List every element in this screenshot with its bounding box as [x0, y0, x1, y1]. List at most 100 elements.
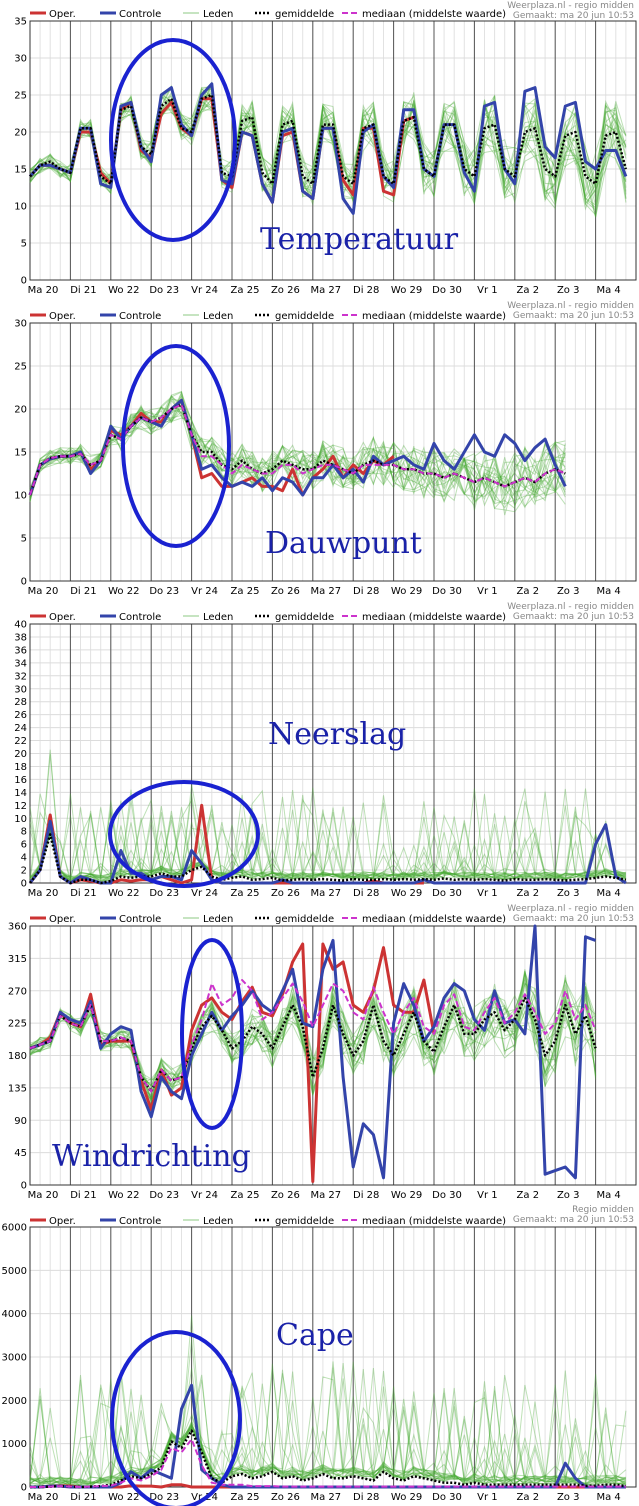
x-tick-label: Vr 24 [191, 888, 218, 899]
ensemble-member-line [29, 788, 626, 881]
x-tick-label: Ma 20 [28, 1492, 59, 1503]
y-tick-label: 38 [14, 632, 27, 643]
x-tick-label: Do 23 [149, 586, 179, 597]
x-tick-label: Do 23 [149, 1190, 179, 1201]
x-tick-label: Ma 27 [310, 1492, 341, 1503]
ensemble-member-line [29, 399, 566, 507]
y-tick-label: 20 [14, 128, 27, 139]
legend-cape: Oper. Controle Leden gemiddelde mediaan … [30, 1216, 506, 1227]
ensemble-member-line [29, 979, 597, 1102]
x-tick-label: Ma 27 [310, 586, 341, 597]
y-tick-label: 45 [14, 1148, 27, 1159]
x-tick-label: Vr 1 [477, 285, 498, 296]
x-tick-label: Do 30 [432, 888, 462, 899]
y-tick-label: 0 [21, 276, 27, 287]
y-tick-label: 4000 [2, 1309, 27, 1320]
x-tick-label: Ma 4 [596, 1190, 620, 1201]
y-tick-label: 135 [8, 1083, 27, 1094]
y-tick-label: 26 [14, 710, 27, 721]
x-tick-label: Zo 3 [557, 586, 580, 597]
ensemble-member-line [29, 970, 597, 1089]
ensemble-member-line [29, 1386, 627, 1487]
x-tick-label: Vr 24 [191, 586, 218, 597]
legend-temperatuur: Oper. Controle Leden gemiddelde mediaan … [30, 9, 506, 20]
ensemble-member-line [29, 807, 626, 883]
x-tick-label: Zo 3 [557, 1190, 580, 1201]
legend-windrichting: Oper. Controle Leden gemiddelde mediaan … [30, 914, 506, 925]
plot-frame [29, 20, 637, 281]
highlight-circle [108, 780, 260, 888]
chart-title-cape: Cape [276, 1318, 354, 1353]
ensemble-member-line [29, 793, 626, 881]
x-tick-label: Di 28 [353, 285, 379, 296]
x-tick-label: Wo 29 [391, 888, 422, 899]
legend-oper: Oper. [49, 1216, 76, 1227]
y-tick-label: 30 [14, 684, 27, 695]
legend-gemiddelde: gemiddelde [275, 612, 334, 623]
y-tick-label: 225 [8, 1019, 27, 1030]
panel-neerslag: Oper. Controle Leden gemiddelde mediaan … [14, 602, 637, 899]
ensemble-member-line [29, 397, 566, 513]
x-tick-label: Vr 1 [477, 586, 498, 597]
ensemble-member-line [29, 977, 597, 1100]
x-tick-label: Za 2 [517, 586, 540, 597]
x-tick-label: Di 21 [70, 1492, 96, 1503]
credit-site: Weerplaza.nl - regio midden [507, 1, 634, 11]
y-tick-label: 32 [14, 671, 27, 682]
series-line-gemiddelde [29, 93, 628, 186]
y-tick-label: 36 [14, 645, 27, 656]
y-tick-label: 2 [21, 866, 27, 877]
x-tick-label: Do 30 [432, 285, 462, 296]
panel-dauwpunt: Oper. Controle Leden gemiddelde mediaan … [14, 301, 637, 597]
ensemble-member-line [29, 88, 627, 201]
y-tick-label: 34 [14, 658, 27, 669]
legend-gemiddelde: gemiddelde [275, 9, 334, 20]
x-tick-label: Di 28 [353, 888, 379, 899]
ensemble-member-line [29, 794, 627, 883]
ensemble-member-line [29, 96, 627, 207]
y-tick-label: 10 [14, 202, 27, 213]
legend-mediaan: mediaan (middelste waarde) [362, 612, 506, 623]
credit-site: Weerplaza.nl - regio midden [507, 301, 634, 311]
ensemble-member-line [29, 1396, 627, 1487]
y-tick-label: 12 [14, 801, 27, 812]
y-tick-label: 0 [21, 577, 27, 588]
ensemble-member-line [29, 1362, 627, 1488]
y-tick-label: 20 [14, 749, 27, 760]
x-tick-label: Ma 4 [596, 285, 620, 296]
x-tick-label: Zo 26 [271, 1190, 300, 1201]
ensemble-member-line [29, 1369, 626, 1487]
x-tick-label: Wo 29 [391, 1492, 422, 1503]
plot-temperatuur: 0 5 10 15 20 25 30 35 Ma 20 Di 21 Wo 22 Do 23 Vr 24 Z… [14, 17, 637, 296]
ensemble-member-line [29, 1371, 627, 1486]
x-tick-label: Do 23 [149, 888, 179, 899]
y-tick-label: 8 [21, 827, 27, 838]
plot-windrichting: 0 45 90 135 180 225 270 315 360 Ma 20 Di 21 Wo 22 Do… [8, 922, 637, 1201]
y-tick-label: 20 [14, 405, 27, 416]
ensemble-member-line [29, 93, 627, 199]
series-line-mediaan [29, 403, 566, 496]
legend-mediaan: mediaan (middelste waarde) [362, 9, 506, 20]
y-tick-label: 28 [14, 697, 27, 708]
legend-mediaan: mediaan (middelste waarde) [362, 914, 506, 925]
x-tick-label: Wo 22 [108, 586, 139, 597]
series-line-oper [28, 398, 395, 497]
x-tick-label: Zo 26 [271, 888, 300, 899]
legend-gemiddelde: gemiddelde [275, 311, 334, 322]
y-tick-label: 16 [14, 775, 27, 786]
legend-mediaan: mediaan (middelste waarde) [362, 1216, 506, 1227]
ensemble-member-line [29, 404, 566, 509]
x-tick-label: Za 2 [517, 285, 540, 296]
y-tick-label: 5000 [2, 1266, 27, 1277]
x-tick-label: Za 2 [517, 1492, 540, 1503]
series-line-mediaan [29, 979, 597, 1093]
x-tick-label: Ma 4 [596, 1492, 620, 1503]
ensemble-member-line [29, 1339, 626, 1488]
x-tick-label: Vr 1 [477, 1190, 498, 1201]
credit-made: Gemaakt: ma 20 jun 10:53 [513, 311, 634, 321]
y-tick-label: 15 [14, 448, 27, 459]
x-tick-label: Do 30 [432, 1190, 462, 1201]
ensemble-member-line [29, 989, 597, 1107]
legend-oper: Oper. [49, 612, 76, 623]
x-tick-label: Di 21 [70, 285, 96, 296]
